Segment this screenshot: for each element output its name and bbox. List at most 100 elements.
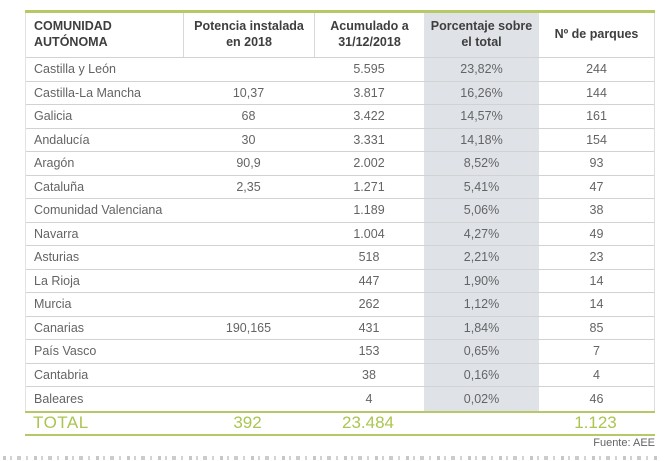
table-body: Castilla y León 5.595 23,82% 244 Castilla-La… [26, 58, 654, 411]
table-grid-area: COMUNIDAD AUTÓNOMA Potencia instalada en… [25, 13, 655, 411]
potencia-2018-cell: 68 [241, 109, 256, 124]
num-parques-cell: 161 [586, 109, 607, 124]
porcentaje-cell: 0,65% [424, 340, 539, 363]
num-parques-cell: 46 [589, 391, 604, 406]
potencia-2018-cell: 90,9 [236, 156, 261, 171]
wind-power-by-region-table: COMUNIDAD AUTÓNOMA Potencia instalada en… [25, 10, 655, 436]
header-acumulado-31-12-2018: Acumulado a 31/12/2018 [314, 13, 424, 57]
table-row: Cantabria 38 0,16% 4 [26, 363, 654, 387]
num-parques-cell: 85 [589, 320, 604, 335]
total-row: TOTAL 392 23.484 1.123 [25, 410, 655, 436]
table-row: Castilla-La Mancha 10,37 3.817 16,26% 144 [26, 81, 654, 105]
acumulado-cell: 38 [362, 367, 376, 382]
porcentaje-cell: 0,16% [424, 363, 539, 386]
table-row: La Rioja 447 1,90% 14 [26, 269, 654, 293]
cut-off-text-sliver [3, 456, 661, 460]
table-row: Baleares 4 0,02% 46 [26, 387, 654, 411]
community-name-cell: País Vasco [34, 344, 97, 359]
porcentaje-cell: 5,06% [424, 199, 539, 222]
num-parques-cell: 47 [589, 179, 604, 194]
porcentaje-cell: 16,26% [424, 81, 539, 104]
potencia-2018-cell [183, 387, 314, 411]
total-num-parques: 1.123 [574, 413, 617, 432]
table-header-row: COMUNIDAD AUTÓNOMA Potencia instalada en… [26, 13, 654, 58]
num-parques-cell: 23 [589, 250, 604, 265]
num-parques-cell: 244 [586, 62, 607, 77]
community-name-cell: Comunidad Valenciana [34, 203, 163, 218]
table-row: Cataluña 2,35 1.271 5,41% 47 [26, 175, 654, 199]
num-parques-cell: 144 [586, 85, 607, 100]
acumulado-cell: 153 [358, 344, 380, 359]
community-name-cell: Navarra [34, 226, 79, 241]
table-row: Aragón 90,9 2.002 8,52% 93 [26, 152, 654, 176]
community-name-cell: Cantabria [34, 367, 89, 382]
potencia-2018-cell: 2,35 [236, 179, 261, 194]
header-potencia-instalada-2018: Potencia instalada en 2018 [183, 13, 314, 57]
community-name-cell: Andalucía [34, 132, 90, 147]
num-parques-cell: 154 [586, 132, 607, 147]
porcentaje-cell: 0,02% [424, 387, 539, 411]
community-name-cell: Castilla y León [34, 62, 116, 77]
potencia-2018-cell [183, 293, 314, 316]
acumulado-cell: 518 [358, 250, 380, 265]
acumulado-cell: 262 [358, 297, 380, 312]
potencia-2018-cell [183, 270, 314, 293]
potencia-2018-cell [183, 340, 314, 363]
acumulado-cell: 3.817 [353, 85, 385, 100]
table-row: Canarias 190,165 431 1,84% 85 [26, 316, 654, 340]
potencia-2018-cell [183, 199, 314, 222]
num-parques-cell: 49 [589, 226, 604, 241]
total-porcentaje [423, 413, 538, 434]
header-num-parques: Nº de parques [554, 27, 639, 42]
table-top-accent-line [25, 10, 655, 13]
potencia-2018-cell [183, 246, 314, 269]
porcentaje-cell: 4,27% [424, 222, 539, 245]
porcentaje-cell: 5,41% [424, 175, 539, 198]
community-name-cell: Castilla-La Mancha [34, 85, 141, 100]
porcentaje-cell: 14,18% [424, 128, 539, 151]
table-row: Andalucía 30 3.331 14,18% 154 [26, 128, 654, 152]
num-parques-cell: 93 [589, 156, 604, 171]
source-credit: Fuente: AEE [593, 437, 655, 449]
acumulado-cell: 2.002 [353, 156, 385, 171]
porcentaje-cell: 23,82% [424, 58, 539, 81]
potencia-2018-cell [183, 58, 314, 81]
acumulado-cell: 1.189 [353, 203, 385, 218]
acumulado-cell: 3.331 [353, 132, 385, 147]
community-name-cell: Canarias [34, 320, 85, 335]
table-row: Navarra 1.004 4,27% 49 [26, 222, 654, 246]
community-name-cell: Asturias [34, 250, 80, 265]
community-name-cell: Murcia [34, 297, 72, 312]
table-row: País Vasco 153 0,65% 7 [26, 340, 654, 364]
porcentaje-cell: 8,52% [424, 152, 539, 175]
num-parques-cell: 14 [589, 273, 604, 288]
porcentaje-cell: 2,21% [424, 246, 539, 269]
acumulado-cell: 5.595 [353, 62, 385, 77]
community-name-cell: Galicia [34, 109, 73, 124]
table-row: Comunidad Valenciana 1.189 5,06% 38 [26, 199, 654, 223]
acumulado-cell: 447 [358, 273, 380, 288]
acumulado-cell: 4 [365, 391, 373, 406]
community-name-cell: Aragón [34, 156, 75, 171]
community-name-cell: La Rioja [34, 273, 80, 288]
acumulado-cell: 1.004 [353, 226, 385, 241]
porcentaje-cell: 14,57% [424, 105, 539, 128]
num-parques-cell: 7 [593, 344, 600, 359]
total-acumulado: 23.484 [342, 413, 394, 432]
potencia-2018-cell: 10,37 [232, 85, 265, 100]
table-row: Asturias 518 2,21% 23 [26, 246, 654, 270]
acumulado-cell: 1.271 [353, 179, 385, 194]
potencia-2018-cell [183, 364, 314, 387]
table-row: Galicia 68 3.422 14,57% 161 [26, 105, 654, 129]
num-parques-cell: 4 [593, 367, 600, 382]
potencia-2018-cell: 30 [241, 132, 256, 147]
porcentaje-cell: 1,84% [424, 316, 539, 339]
potencia-2018-cell: 190,165 [225, 320, 272, 335]
total-potencia-2018: 392 [233, 413, 262, 432]
acumulado-cell: 431 [358, 320, 380, 335]
table-row: Castilla y León 5.595 23,82% 244 [26, 58, 654, 82]
porcentaje-cell: 1,90% [424, 269, 539, 292]
community-name-cell: Cataluña [34, 179, 85, 194]
num-parques-cell: 14 [589, 297, 604, 312]
table-row: Murcia 262 1,12% 14 [26, 293, 654, 317]
